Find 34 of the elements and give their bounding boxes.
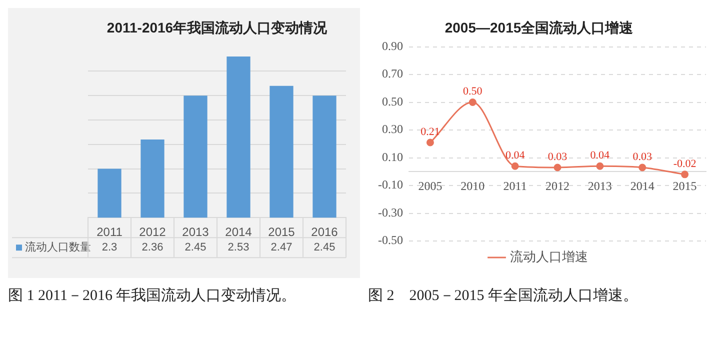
y-tick-label: -0.30	[378, 205, 403, 220]
x-tick-label: 2015	[672, 179, 697, 193]
x-tick-label: 2012	[546, 179, 570, 193]
point	[681, 170, 689, 178]
point	[468, 98, 476, 106]
y-tick-label: 0.70	[382, 66, 403, 81]
data-label: 0.21	[420, 126, 440, 138]
x-tick-label: 2014	[630, 179, 654, 193]
point	[638, 164, 646, 172]
y-tick-label: 0.30	[382, 122, 403, 136]
data-label: -0.02	[673, 158, 696, 170]
x-tick-label: 2005	[418, 179, 442, 193]
legend-label: 流动人口增速	[510, 249, 588, 264]
point	[554, 164, 562, 172]
y-tick-label: 0.10	[382, 150, 403, 164]
data-label: 0.04	[505, 149, 526, 162]
point	[426, 138, 434, 146]
y-tick-label: -0.50	[378, 233, 403, 248]
y-tick-label: 0.50	[382, 94, 403, 108]
y-tick-label: -0.10	[378, 178, 403, 192]
data-label: 0.04	[590, 149, 610, 162]
data-label: 0.03	[548, 150, 568, 163]
chart-title: 2005—2015全国流动人口增速	[444, 19, 634, 36]
x-tick-label: 2011	[503, 179, 527, 193]
x-tick-label: 2010	[460, 179, 485, 193]
caption: 图 2 2005－2015 年全国流动人口增速。	[368, 286, 639, 306]
point	[596, 162, 604, 170]
annotation: 图 1 2011－2016 年我国流动人口变动情况。	[8, 286, 298, 306]
x-tick-label: 2013	[588, 179, 612, 193]
point	[511, 162, 519, 170]
data-label: 0.03	[632, 150, 652, 163]
data-label: 0.50	[463, 86, 483, 98]
y-tick-label: 0.90	[382, 38, 403, 53]
chart-title: 2011-2016年我国流动人口变动情况	[106, 19, 328, 36]
